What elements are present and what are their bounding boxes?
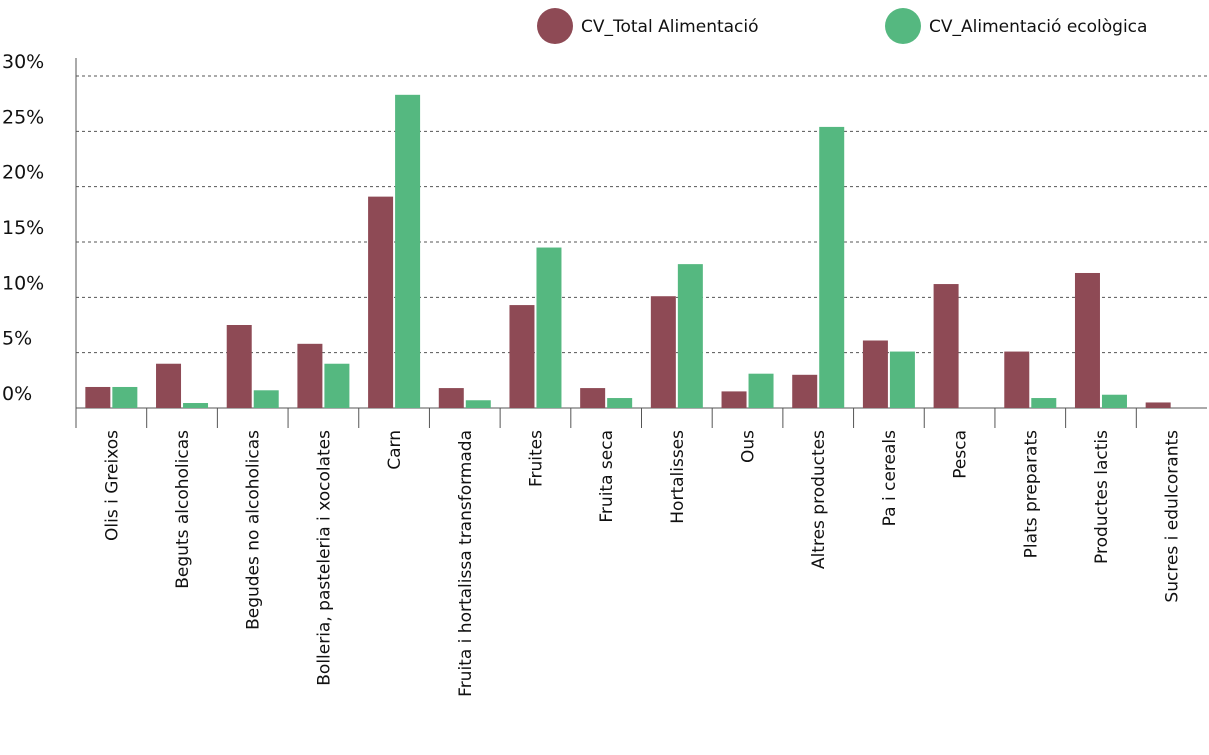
bar xyxy=(721,391,747,408)
legend-label: CV_Alimentació ecològica xyxy=(929,17,1147,37)
legend-swatch xyxy=(885,8,921,44)
x-tick-label: Ous xyxy=(739,430,759,463)
y-tick-label: 20% xyxy=(2,162,44,184)
legend-label: CV_Total Alimentació xyxy=(581,17,759,37)
bar xyxy=(1004,351,1030,408)
bar xyxy=(297,343,323,408)
x-tick-label: Olis i Greixos xyxy=(102,430,122,541)
x-tick-label: Pa i cereals xyxy=(880,430,900,526)
y-tick-label: 0% xyxy=(2,383,32,405)
x-tick-label: Altres productes xyxy=(809,430,829,569)
bar xyxy=(509,305,535,408)
bar xyxy=(650,296,676,408)
bar xyxy=(324,363,350,408)
y-tick-label: 15% xyxy=(2,217,44,239)
bar xyxy=(465,400,491,408)
bar xyxy=(1074,272,1100,408)
x-tick-label: Carn xyxy=(385,430,405,470)
bar xyxy=(226,325,252,408)
y-tick-label: 10% xyxy=(2,272,44,294)
bar xyxy=(607,398,633,408)
x-tick-label: Productes lactis xyxy=(1092,430,1112,564)
x-tick-label: Bolleria, pasteleria i xocolates xyxy=(314,430,334,686)
y-tick-label: 30% xyxy=(2,51,44,73)
x-tick-label: Beguts alcoholicas xyxy=(173,430,193,589)
bar xyxy=(1145,402,1171,408)
y-tick-label: 5% xyxy=(2,328,32,350)
bar xyxy=(183,403,209,408)
x-tick-label: Fruita seca xyxy=(597,430,617,523)
legend-swatch xyxy=(537,8,573,44)
bar xyxy=(792,374,818,408)
bar xyxy=(933,284,959,408)
bar xyxy=(536,247,562,408)
bar xyxy=(1031,398,1057,408)
bar xyxy=(862,340,888,408)
bar xyxy=(1101,394,1127,408)
bar xyxy=(748,373,774,408)
y-tick-label: 25% xyxy=(2,106,44,128)
x-tick-label: Pesca xyxy=(951,430,971,479)
bar xyxy=(368,196,394,408)
bar xyxy=(677,264,703,408)
bar xyxy=(112,386,138,408)
x-tick-label: Fruita i hortalissa transformada xyxy=(456,430,476,697)
bar xyxy=(253,390,279,408)
bar xyxy=(85,386,111,408)
x-tick-label: Plats preparats xyxy=(1021,430,1041,558)
x-tick-label: Hortalisses xyxy=(668,430,688,524)
bar xyxy=(580,388,606,408)
bar xyxy=(395,94,421,409)
bar xyxy=(819,126,845,408)
bar xyxy=(889,351,915,408)
bar xyxy=(438,388,464,408)
bar xyxy=(156,363,182,408)
x-tick-label: Fruites xyxy=(526,430,546,487)
x-tick-label: Begudes no alcoholicas xyxy=(244,430,264,630)
x-tick-label: Sucres i edulcorants xyxy=(1163,430,1183,603)
